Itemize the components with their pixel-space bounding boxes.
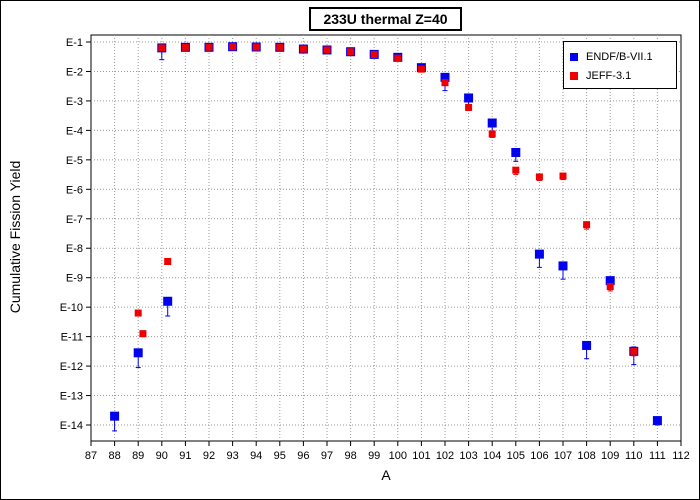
x-tick-label: 106 <box>530 450 548 462</box>
x-tick-label: 110 <box>625 450 643 462</box>
data-point <box>181 43 189 51</box>
y-axis-label: Cumulative Fission Yield <box>3 161 27 314</box>
data-point <box>511 147 521 157</box>
data-point <box>558 261 568 271</box>
data-point <box>417 65 425 73</box>
data-point <box>652 416 662 426</box>
data-point <box>512 166 520 174</box>
data-point <box>205 43 213 51</box>
legend-swatch-endf <box>570 53 578 61</box>
x-axis-label: A <box>381 467 391 483</box>
data-point <box>535 173 543 181</box>
y-tick-label: E-7 <box>66 214 83 226</box>
x-tick-label: 91 <box>179 450 191 462</box>
y-tick-label: E-11 <box>61 332 83 344</box>
series-layer <box>110 42 662 432</box>
data-point <box>630 347 638 355</box>
axis-ticks <box>86 41 682 446</box>
legend: ENDF/B-VII.1 JEFF-3.1 <box>563 41 677 89</box>
data-point <box>139 330 147 338</box>
y-axis-label-text: Cumulative Fission Yield <box>7 160 23 314</box>
data-point <box>158 44 166 52</box>
grid <box>91 35 681 441</box>
x-tick-label: 104 <box>483 450 501 462</box>
y-tick-label: E-4 <box>66 125 83 137</box>
data-point <box>488 130 496 138</box>
x-tick-label: 96 <box>297 450 309 462</box>
x-tick-label: 95 <box>274 450 286 462</box>
y-tick-label: E-12 <box>60 361 83 373</box>
legend-label-jeff: JEFF-3.1 <box>586 70 632 82</box>
data-point <box>394 54 402 62</box>
data-point <box>276 43 284 51</box>
data-point <box>583 221 591 229</box>
series-1 <box>134 43 638 357</box>
data-point <box>110 411 120 421</box>
data-point <box>582 340 592 350</box>
y-tick-label: E-14 <box>60 420 83 432</box>
x-tick-label: 108 <box>577 450 595 462</box>
x-tick-label: 112 <box>672 450 690 462</box>
x-tick-label: 102 <box>436 450 454 462</box>
data-point <box>299 45 307 53</box>
chart-title: 233U thermal Z=40 <box>309 7 462 31</box>
y-tick-label: E-9 <box>66 273 83 285</box>
y-tick-label: E-2 <box>66 66 83 78</box>
x-tick-label: 92 <box>203 450 215 462</box>
x-tick-label: 89 <box>132 450 144 462</box>
data-point <box>163 296 173 306</box>
data-point <box>133 348 143 358</box>
x-tick-label: 90 <box>156 450 168 462</box>
data-point <box>559 172 567 180</box>
data-point <box>370 50 378 58</box>
x-tick-label: 101 <box>412 450 430 462</box>
y-tick-labels: E-1 E-2 E-3 E-4 E-5 E-6 E-7 E-8 E-9 E-10 E-11 E-12 E… <box>60 37 83 432</box>
plot-area <box>90 34 682 442</box>
y-tick-label: E-3 <box>66 96 83 108</box>
data-point <box>534 249 544 259</box>
y-tick-label: E-6 <box>66 184 83 196</box>
y-tick-label: E-1 <box>66 37 83 49</box>
y-tick-label: E-5 <box>66 155 83 167</box>
x-tick-label: 107 <box>554 450 572 462</box>
data-point <box>229 43 237 51</box>
data-point <box>464 93 474 103</box>
x-tick-label: 105 <box>507 450 525 462</box>
x-tick-label: 87 <box>85 450 97 462</box>
data-point <box>465 103 473 111</box>
data-point <box>347 48 355 56</box>
data-point <box>164 257 172 265</box>
x-tick-label: 103 <box>459 450 477 462</box>
y-tick-label: E-8 <box>66 243 83 255</box>
x-tick-labels: 87 88 89 90 91 92 93 94 95 96 97 98 99 100 101 102 103 10… <box>85 450 690 462</box>
data-point <box>323 46 331 54</box>
legend-swatch-jeff <box>570 72 578 80</box>
x-tick-label: 93 <box>226 450 238 462</box>
x-tick-label: 99 <box>368 450 380 462</box>
x-tick-label: 94 <box>250 450 262 462</box>
data-point <box>606 283 614 291</box>
x-tick-label: 109 <box>601 450 619 462</box>
data-point <box>134 309 142 317</box>
data-point <box>441 79 449 87</box>
x-tick-label: 97 <box>321 450 333 462</box>
x-tick-label: 100 <box>389 450 407 462</box>
data-point <box>252 43 260 51</box>
y-tick-label: E-10 <box>60 302 83 314</box>
y-tick-label: E-13 <box>60 391 83 403</box>
data-point <box>605 276 615 286</box>
x-tick-label: 111 <box>649 450 666 462</box>
x-tick-label: 98 <box>344 450 356 462</box>
x-tick-label: 88 <box>108 450 120 462</box>
legend-label-endf: ENDF/B-VII.1 <box>586 51 653 63</box>
data-point <box>487 118 497 128</box>
data-point <box>440 72 450 82</box>
